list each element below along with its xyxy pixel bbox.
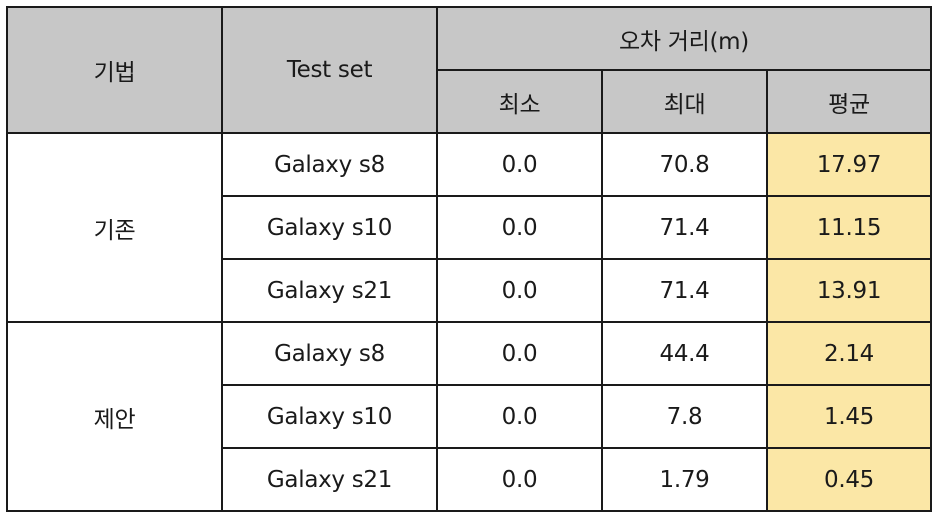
min-cell: 0.0	[436, 132, 603, 197]
max-cell: 1.79	[601, 447, 768, 512]
min-cell: 0.0	[436, 258, 603, 323]
test-set-cell: Galaxy s10	[221, 384, 438, 449]
method-cell-proposed: 제안	[6, 321, 223, 512]
avg-cell: 11.15	[766, 195, 932, 260]
test-set-cell: Galaxy s8	[221, 132, 438, 197]
min-cell: 0.0	[436, 384, 603, 449]
avg-cell: 13.91	[766, 258, 932, 323]
test-set-cell: Galaxy s21	[221, 258, 438, 323]
table-row: Galaxy s21 0.0 1.79 0.45	[7, 447, 932, 512]
header-min: 최소	[436, 69, 603, 134]
table-row: Galaxy s21 0.0 71.4 13.91	[7, 258, 932, 323]
table-row: Galaxy s10 0.0 7.8 1.45	[7, 384, 932, 449]
avg-cell: 0.45	[766, 447, 932, 512]
header-avg: 평균	[766, 69, 932, 134]
header-max: 최대	[601, 69, 768, 134]
table-row: Galaxy s10 0.0 71.4 11.15	[7, 195, 932, 260]
table-row: 제안 Galaxy s8 0.0 44.4 2.14	[6, 321, 932, 512]
header-test-set: Test set	[221, 6, 438, 134]
max-cell: 70.8	[601, 132, 768, 197]
max-cell: 71.4	[601, 258, 768, 323]
max-cell: 71.4	[601, 195, 768, 260]
avg-cell: 17.97	[766, 132, 932, 197]
min-cell: 0.0	[436, 321, 603, 386]
error-distance-table: 기법 Test set 오차 거리(m) 최소 최대 평균 기존 Galaxy …	[6, 6, 932, 512]
header-method: 기법	[6, 6, 223, 134]
max-cell: 7.8	[601, 384, 768, 449]
max-cell: 44.4	[601, 321, 768, 386]
avg-cell: 1.45	[766, 384, 932, 449]
min-cell: 0.0	[436, 447, 603, 512]
table-row: 기존 Galaxy s8 0.0 70.8 17.97	[6, 132, 932, 323]
method-cell-existing: 기존	[6, 132, 223, 323]
avg-cell: 2.14	[766, 321, 932, 386]
min-cell: 0.0	[436, 195, 603, 260]
test-set-cell: Galaxy s8	[221, 321, 438, 386]
header-error-distance: 오차 거리(m)	[436, 6, 932, 71]
header-row-top: 기법 Test set 오차 거리(m)	[6, 6, 932, 134]
header-row-sub: 최소 최대 평균	[7, 69, 932, 134]
test-set-cell: Galaxy s21	[221, 447, 438, 512]
test-set-cell: Galaxy s10	[221, 195, 438, 260]
